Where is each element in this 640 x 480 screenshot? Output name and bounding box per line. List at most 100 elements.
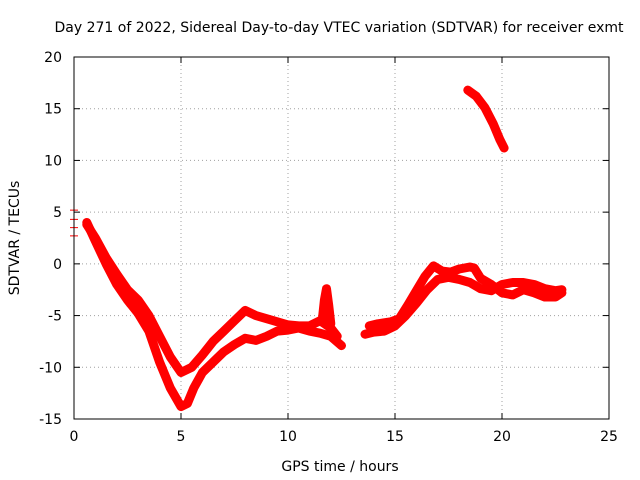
data-point [166,383,175,392]
data-point [324,301,333,310]
y-tick-label: -10 [39,360,62,376]
x-tick-label: 15 [386,429,404,445]
data-point [262,332,271,341]
plot-frame [73,56,610,420]
data-point [519,285,528,294]
data-point [472,92,481,101]
series-spike-near-12 [317,284,336,329]
data-point [219,327,228,336]
data-point [337,341,346,350]
series-layer [70,85,567,412]
data-point [305,321,314,330]
data-point [333,332,342,341]
chart-title: Day 271 of 2022, Sidereal Day-to-day VTE… [55,20,625,36]
data-point [251,336,260,345]
y-tick-label: 15 [44,102,62,118]
data-point [320,296,329,305]
data-point [423,285,432,294]
data-point [395,314,404,323]
data-point [403,301,412,310]
data-point [386,317,395,326]
data-point [540,292,549,301]
data-point [487,280,496,289]
data-point [123,296,132,305]
y-tick-label: 10 [44,153,62,169]
data-point [530,288,539,297]
data-point [294,321,303,330]
grid-lines [74,57,609,419]
data-point [463,86,472,95]
data-point [187,363,196,372]
data-point [316,329,325,338]
data-point [412,286,421,295]
data-point [508,278,517,287]
data-point [500,144,509,153]
data-point [465,278,474,287]
data-point [102,253,111,262]
data-point [480,103,489,112]
y-tick-label: 0 [53,257,62,273]
data-point [209,337,218,346]
data-point [318,316,327,325]
series-band [463,85,509,153]
data-point [134,296,143,305]
y-axis-label: SDTVAR / TECUs [7,181,23,296]
data-point [284,320,292,329]
data-point [433,275,442,284]
data-point [380,327,389,336]
data-point [455,275,464,284]
y-tick-label: 20 [44,50,62,66]
x-tick-label: 25 [600,429,618,445]
data-point [420,272,429,281]
data-point [557,288,566,297]
data-point [326,319,335,328]
data-point [455,265,464,274]
data-point [361,330,370,339]
x-tick-label: 10 [279,429,297,445]
data-point [446,268,455,277]
data-point [495,135,504,144]
data-point [189,383,198,392]
data-point [155,332,164,341]
data-point [112,270,121,279]
series-upper-trace [82,220,342,377]
data-point [273,317,282,326]
series-lower-trace [82,218,346,412]
data-point [241,334,250,343]
data-point [465,262,474,271]
series-band [364,261,567,331]
axis-ticks: 0 5 10 15 20 25 -15 -10 -5 0 5 10 15 20 [39,50,618,445]
data-point [273,327,282,336]
data-point [230,340,239,349]
data-point [489,120,498,129]
series-afternoon-trace-b [364,261,567,331]
data-point [373,319,382,328]
x-axis-label: GPS time / hours [281,459,398,475]
data-point [262,314,271,323]
series-afternoon-trace-a [360,272,567,339]
data-point [438,267,447,276]
data-point [551,292,560,301]
x-tick-label: 0 [70,429,79,445]
data-point [166,352,175,361]
data-point [540,284,549,293]
data-point [530,280,539,289]
data-point [134,309,143,318]
data-point [251,311,260,320]
data-point [123,285,132,294]
data-point [219,347,228,356]
data-point [476,274,485,283]
data-point [365,321,374,330]
data-point [177,402,185,411]
series-isolated-segment [463,85,509,153]
data-point [322,284,331,293]
data-point [144,327,153,336]
series-band [317,284,336,329]
data-point [155,358,164,367]
data-point [91,234,100,242]
data-point [230,316,239,325]
data-point [82,220,91,229]
y-tick-label: -15 [39,412,62,428]
data-point [198,368,207,377]
